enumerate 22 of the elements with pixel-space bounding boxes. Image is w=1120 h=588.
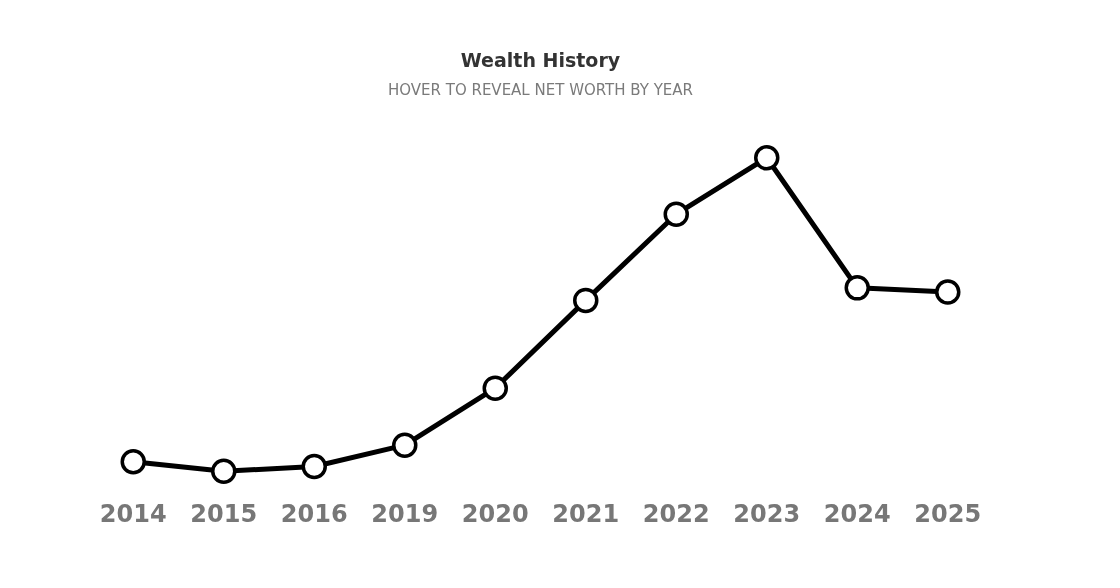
- x-tick-label: 2023: [733, 499, 801, 528]
- point: [392, 432, 418, 458]
- x-tick-label: 2024: [823, 499, 891, 528]
- point: [211, 458, 237, 484]
- chart-subtitle: HOVER TO REVEAL NET WORTH BY YEAR: [387, 80, 694, 99]
- point: [844, 275, 870, 301]
- point: [754, 145, 780, 171]
- point: [573, 287, 599, 314]
- x-tick-label: 2022: [642, 499, 710, 528]
- point: [120, 449, 146, 475]
- x-tick-label: 2015: [190, 499, 258, 528]
- point: [301, 453, 327, 480]
- point: [935, 279, 961, 305]
- x-tick-label: 2021: [552, 499, 620, 528]
- x-tick-label: 2025: [914, 499, 982, 528]
- point: [482, 375, 508, 401]
- x-tick-label: 2020: [461, 499, 529, 528]
- x-tick-label: 2019: [371, 499, 439, 528]
- chart-title: Wealth History: [460, 49, 621, 72]
- point: [663, 201, 689, 227]
- x-tick-label: 2014: [99, 499, 167, 528]
- x-tick-label: 2016: [280, 499, 348, 528]
